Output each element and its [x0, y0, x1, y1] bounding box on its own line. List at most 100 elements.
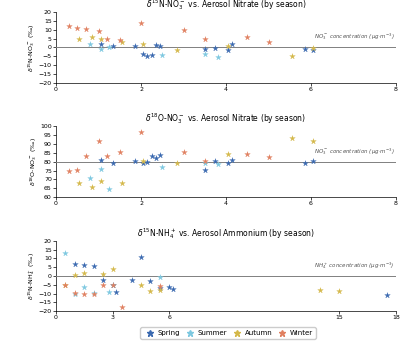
Point [310, 47, 316, 53]
Point [148, 154, 155, 159]
Point [110, 282, 116, 288]
Point [144, 159, 150, 164]
Point [144, 53, 150, 59]
Point [74, 167, 80, 172]
Point [138, 282, 144, 288]
Point [72, 290, 78, 295]
Point [310, 45, 316, 51]
Point [244, 34, 250, 40]
Point [110, 282, 116, 288]
Point [87, 175, 93, 180]
Point [98, 178, 104, 184]
Point [289, 53, 295, 59]
Point [147, 279, 154, 284]
Point [89, 184, 95, 190]
Point [81, 291, 88, 297]
Point [106, 45, 112, 50]
Point [153, 155, 159, 161]
Point [98, 157, 104, 163]
Point [81, 271, 88, 276]
Point [147, 288, 154, 294]
Point [159, 164, 166, 170]
Point [157, 274, 163, 280]
Point [89, 34, 95, 40]
Text: NO$_3^-$ concentration (μg·m$^{-3}$): NO$_3^-$ concentration (μg·m$^{-3}$) [314, 146, 394, 157]
Point [138, 254, 144, 259]
Point [225, 47, 231, 53]
Point [202, 161, 208, 166]
Point [140, 41, 146, 46]
Point [180, 149, 187, 155]
Point [157, 287, 163, 293]
Point [132, 44, 138, 49]
Point [202, 158, 208, 163]
Point [180, 27, 187, 32]
Point [66, 169, 72, 174]
Point [100, 282, 106, 288]
Point [110, 266, 116, 272]
Point [104, 153, 110, 158]
Point [140, 161, 146, 166]
Point [81, 263, 88, 268]
Point [110, 282, 116, 288]
Point [106, 289, 112, 295]
Point [229, 157, 236, 163]
Point [140, 52, 146, 57]
Point [72, 261, 78, 266]
Y-axis label: $\delta^{15}$N-NO$_3^-$ (‰): $\delta^{15}$N-NO$_3^-$ (‰) [26, 23, 37, 72]
Point [153, 42, 159, 47]
Point [76, 180, 82, 186]
Y-axis label: $\delta^{18}$O-NO$_3^-$ (‰): $\delta^{18}$O-NO$_3^-$ (‰) [28, 137, 39, 186]
Point [81, 284, 88, 289]
Point [104, 36, 110, 41]
Point [132, 158, 138, 163]
Point [336, 288, 342, 294]
Point [140, 158, 146, 163]
Point [225, 44, 231, 49]
Point [90, 291, 97, 297]
Point [225, 151, 231, 157]
Point [110, 43, 116, 48]
Point [157, 286, 163, 291]
Point [119, 39, 125, 45]
Point [95, 139, 102, 144]
Point [116, 37, 123, 43]
Point [214, 162, 221, 167]
Point [212, 158, 218, 163]
Point [66, 23, 72, 29]
Point [74, 25, 80, 31]
Y-axis label: $\delta^{15}$N-NH$_4^+$ (‰): $\delta^{15}$N-NH$_4^+$ (‰) [26, 252, 37, 300]
Point [202, 46, 208, 52]
Point [90, 290, 97, 295]
Point [202, 52, 208, 57]
Point [95, 29, 102, 34]
Point [100, 271, 106, 277]
Point [106, 186, 112, 192]
Point [265, 39, 272, 45]
Text: NO$_3^-$ concentration (μg·m$^{-3}$): NO$_3^-$ concentration (μg·m$^{-3}$) [314, 32, 394, 42]
Point [62, 282, 69, 288]
Point [157, 43, 163, 48]
Point [116, 149, 123, 155]
Point [317, 287, 324, 293]
Point [98, 37, 104, 42]
Point [72, 272, 78, 278]
Point [128, 277, 135, 282]
Text: NH$_4^+$ concentration (μg·m$^{-3}$): NH$_4^+$ concentration (μg·m$^{-3}$) [314, 260, 394, 271]
Point [119, 304, 125, 310]
Title: $\delta^{15}$N-NH$_4^+$ vs. Aerosol Ammonium (by season): $\delta^{15}$N-NH$_4^+$ vs. Aerosol Ammo… [137, 226, 315, 241]
Point [72, 291, 78, 297]
Point [225, 160, 231, 165]
Point [310, 158, 316, 163]
Point [148, 53, 155, 58]
Point [212, 45, 218, 51]
Point [310, 139, 316, 144]
Point [138, 129, 144, 135]
Point [76, 36, 82, 41]
Point [110, 160, 116, 165]
Point [265, 154, 272, 160]
Point [100, 277, 106, 282]
Point [87, 41, 93, 46]
Point [244, 151, 250, 157]
Point [383, 293, 390, 298]
